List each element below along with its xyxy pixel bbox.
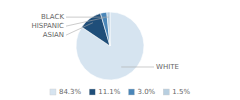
slice-label: HISPANIC [31, 22, 64, 30]
leader-line [66, 23, 93, 35]
legend-label: 1.5% [172, 88, 190, 96]
legend-swatch [89, 89, 95, 95]
leader-line [121, 66, 154, 67]
leader-line [66, 18, 105, 27]
leader-line [66, 17, 109, 18]
slice-label: BLACK [41, 13, 64, 21]
legend-swatch [163, 89, 169, 95]
slice-label: WHITE [156, 63, 179, 71]
legend-label: 3.0% [137, 88, 155, 96]
legend-swatch [128, 89, 134, 95]
labels: BLACKHISPANICASIAN WHITE [31, 13, 178, 71]
legend-label: 84.3% [59, 88, 82, 96]
legend-swatch [50, 89, 56, 95]
pie [76, 12, 144, 80]
chart: BLACKHISPANICASIAN WHITE 84.3% 11.1% 3.0% 1.5… [0, 0, 240, 100]
legend-label: 11.1% [98, 88, 121, 96]
slice-label: ASIAN [43, 31, 64, 39]
legend: 84.3% 11.1% 3.0% 1.5% [50, 88, 190, 96]
pie-slice [76, 12, 144, 80]
